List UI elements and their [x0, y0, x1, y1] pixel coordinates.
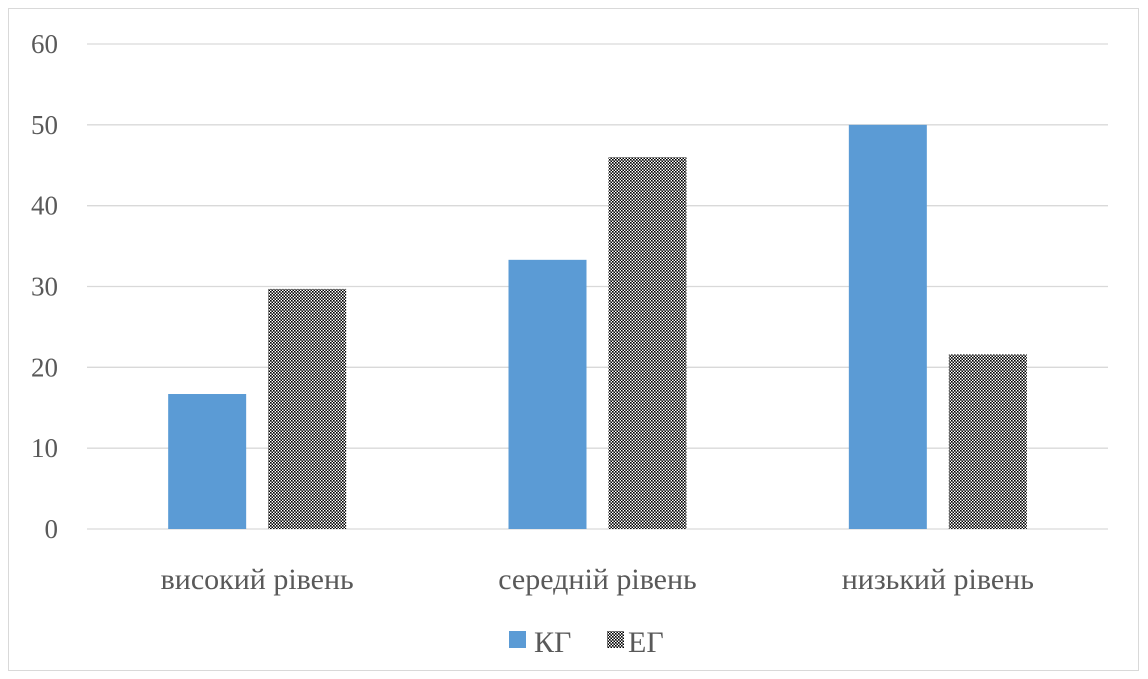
y-tick-label: 0 [45, 514, 59, 544]
y-tick-label: 60 [31, 29, 58, 59]
legend-swatch-kg [509, 631, 526, 648]
bar-kg-0 [168, 394, 247, 529]
y-tick-label: 50 [31, 110, 58, 140]
bar-kg-1 [508, 259, 587, 529]
bar-eg-1 [608, 157, 687, 529]
y-tick-label: 10 [31, 433, 58, 463]
y-tick-label: 30 [31, 272, 58, 302]
legend-swatch-eg [607, 631, 624, 648]
gridlines [87, 43, 1108, 530]
bars [168, 124, 1027, 529]
bar-eg-0 [268, 288, 347, 529]
legend-label-kg: КГ [534, 626, 571, 659]
x-category-label: середній рівень [498, 563, 697, 596]
y-tick-label: 40 [31, 191, 58, 221]
x-axis-categories: високий рівень середній рівень низький рів… [161, 563, 1034, 596]
bar-eg-2 [948, 354, 1027, 529]
y-tick-label: 20 [31, 352, 58, 382]
x-category-label: низький рівень [842, 563, 1034, 596]
y-axis-ticks: 0 10 20 30 40 50 60 [31, 29, 58, 544]
x-category-label: високий рівень [161, 563, 354, 596]
legend: КГ ЕГ [509, 626, 664, 659]
bar-kg-2 [848, 124, 927, 529]
legend-label-eg: ЕГ [628, 626, 664, 659]
